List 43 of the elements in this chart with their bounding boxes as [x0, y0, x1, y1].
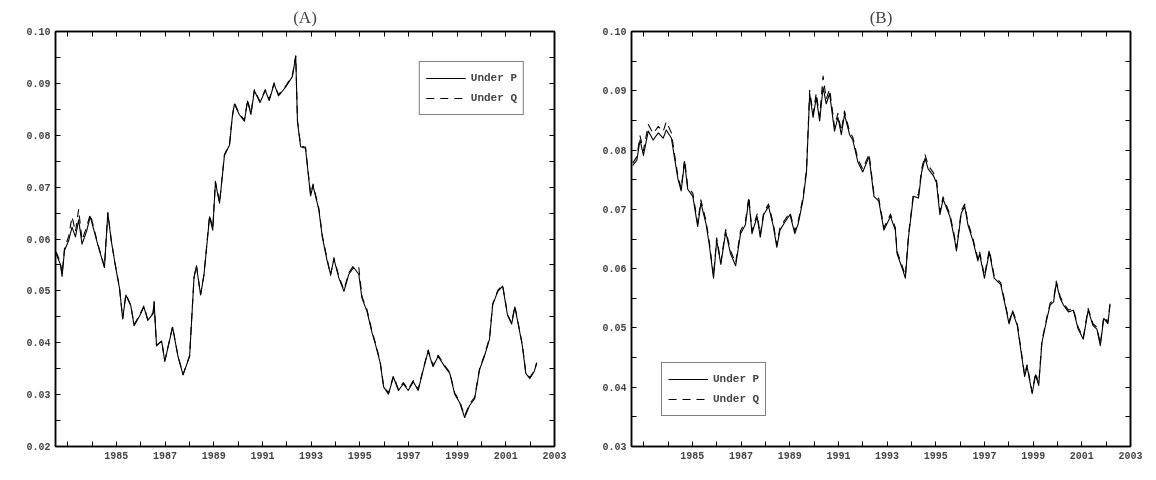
x-tick-label: 1999: [1021, 450, 1046, 462]
legend-label: Under P: [470, 72, 517, 84]
x-tick-label: 1987: [729, 450, 754, 462]
y-tick-label: 0.06: [26, 234, 51, 246]
y-tick-label: 0.04: [602, 382, 627, 394]
x-tick-label: 1995: [923, 450, 948, 462]
x-tick-label: 1991: [250, 450, 275, 462]
chart-title: (A): [293, 7, 317, 27]
x-tick-label: 1997: [396, 450, 421, 462]
x-tick-label: 1991: [826, 450, 851, 462]
y-tick-label: 0.04: [26, 338, 51, 350]
x-tick-label: 1985: [680, 450, 705, 462]
y-tick-label: 0.10: [602, 27, 627, 38]
y-tick-label: 0.07: [26, 182, 51, 194]
x-tick-label: 1989: [777, 450, 802, 462]
y-tick-label: 0.03: [602, 442, 627, 453]
x-tick-label: 1989: [201, 450, 226, 462]
y-tick-label: 0.09: [602, 86, 627, 98]
x-tick-label: 1993: [299, 450, 324, 462]
y-tick-label: 0.06: [602, 264, 627, 276]
x-tick-label: 1995: [347, 450, 372, 462]
legend-label: Under P: [713, 373, 760, 385]
x-tick-label: 2003: [1118, 450, 1143, 462]
y-tick-label: 0.09: [26, 78, 51, 90]
chart-title: (B): [869, 7, 893, 27]
x-tick-label: 1993: [875, 450, 900, 462]
y-tick-label: 0.05: [26, 286, 51, 298]
legend-label: Under Q: [713, 393, 760, 405]
y-tick-label: 0.05: [602, 323, 627, 335]
x-tick-label: 2001: [493, 450, 518, 462]
x-tick-label: 2001: [1069, 450, 1094, 462]
y-tick-label: 0.08: [602, 145, 627, 157]
y-tick-label: 0.08: [26, 130, 51, 142]
y-tick-label: 0.02: [26, 442, 51, 453]
legend-label: Under Q: [470, 92, 517, 104]
x-tick-label: 1999: [445, 450, 470, 462]
x-tick-label: 1997: [972, 450, 997, 462]
x-tick-label: 1985: [104, 450, 129, 462]
y-tick-label: 0.03: [26, 390, 51, 402]
x-tick-label: 1987: [153, 450, 178, 462]
y-tick-label: 0.10: [26, 27, 51, 38]
y-tick-label: 0.07: [602, 204, 627, 216]
x-tick-label: 2003: [542, 450, 567, 462]
